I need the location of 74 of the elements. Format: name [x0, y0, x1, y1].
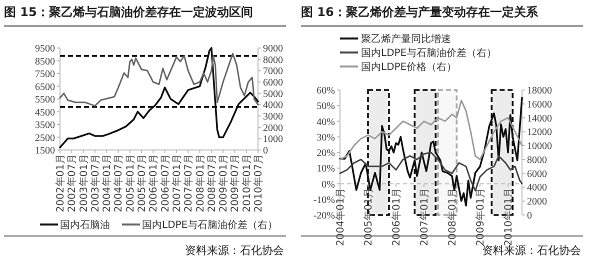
line-series	[339, 100, 523, 160]
y2-tick-label: 4000	[527, 182, 547, 194]
x-tick-label: 2010年01月	[240, 154, 253, 212]
chart-title: 图 16：聚乙烯价差与产量变动存在一定关系	[301, 5, 539, 19]
y-tick-label: 4500	[35, 107, 55, 118]
y-tick-label: 20%	[316, 148, 335, 159]
x-tick-label: 2008年01月	[194, 154, 206, 212]
y-tick-label: 0%	[322, 179, 335, 190]
y2-tick-label: 6000	[263, 78, 283, 88]
x-tick-label: 2002年01月	[54, 154, 66, 212]
y-tick-label: 3500	[35, 120, 55, 131]
x-tick-label: 2009年07月	[229, 154, 242, 212]
y-tick-label: 6500	[35, 82, 55, 93]
x-tick-label: 2006年01月	[148, 154, 160, 212]
x-tick-label: 2003年01月	[78, 154, 90, 212]
y2-tick-label: 12000	[527, 127, 552, 138]
line-series	[339, 152, 523, 192]
y2-tick-label: 8000	[263, 54, 283, 66]
y-tick-label: 1500	[35, 146, 55, 156]
y2-tick-label: 2000	[263, 122, 283, 134]
x-tick-label: 2004年01月	[334, 188, 346, 246]
y-tick-label: 10%	[316, 164, 335, 175]
y2-tick-label: 18000	[527, 86, 552, 96]
x-tick-label: 2005年07月	[136, 154, 148, 212]
x-tick-label: 2003年07月	[89, 154, 102, 212]
x-tick-label: 2009年01月	[218, 154, 230, 212]
y-tick-label: 7500	[35, 69, 55, 80]
y-tick-label: -20%	[313, 210, 335, 222]
y2-tick-label: 9000	[263, 44, 283, 54]
y-tick-label: 2500	[35, 132, 55, 144]
y2-tick-label: 3000	[263, 112, 283, 122]
y-tick-label: 5500	[35, 94, 55, 106]
x-tick-label: 2006年07月	[159, 154, 172, 212]
y-tick-label: -10%	[313, 194, 335, 206]
legend-label: 国内LDPE与石脑油价差（右）	[361, 47, 497, 59]
y-tick-label: 9500	[35, 44, 55, 54]
x-tick-label: 2002年07月	[66, 154, 78, 212]
y2-tick-label: 1000	[263, 134, 283, 146]
x-tick-label: 2009年01月	[474, 188, 486, 246]
y-tick-label: 8500	[35, 56, 55, 68]
y2-tick-label: 8000	[527, 154, 547, 166]
x-tick-label: 2008年01月	[446, 188, 458, 246]
x-tick-label: 2010年07月	[252, 154, 264, 212]
y-tick-label: 60%	[316, 86, 335, 96]
x-tick-label: 2004年01月	[101, 154, 114, 212]
text: 资料来源：石化协会	[185, 244, 284, 257]
x-tick-label: 2004年07月	[112, 154, 125, 212]
x-tick-label: 2006年01月	[390, 188, 402, 246]
y2-tick-label: 16000	[527, 99, 552, 110]
x-tick-label: 2008年07月	[206, 154, 218, 212]
legend-label: 国内石脑油	[60, 219, 110, 231]
y2-tick-label: 10000	[527, 141, 552, 152]
y2-tick-label: 6000	[527, 168, 547, 180]
y2-tick-label: 7000	[263, 66, 283, 78]
y2-tick-label: 14000	[527, 113, 552, 124]
y2-tick-label: 0	[263, 146, 268, 156]
y2-tick-label: 5000	[263, 88, 283, 100]
legend-label: 国内LDPE价格（右）	[361, 61, 457, 73]
y2-tick-label: 4000	[263, 100, 283, 112]
chart-title: 图 15：聚乙烯与石脑油价差存在一定波动区间	[4, 5, 253, 19]
x-tick-label: 2007年07月	[182, 154, 195, 212]
y2-tick-label: 0	[527, 210, 532, 222]
y-tick-label: 50%	[316, 101, 335, 112]
text: 资料来源：石化协会	[482, 244, 581, 257]
y2-tick-label: 2000	[527, 196, 547, 208]
x-tick-label: 2007年01月	[170, 154, 183, 212]
y-tick-label: 40%	[316, 116, 335, 128]
line-series	[59, 52, 259, 107]
x-tick-label: 2007年01月	[418, 188, 430, 246]
x-tick-label: 2010年01月	[502, 188, 514, 246]
legend-label: 国内LDPE与石脑油价差（右）	[142, 219, 278, 231]
y-tick-label: 30%	[316, 132, 335, 144]
legend-label: 聚乙烯产量同比增速	[361, 33, 451, 45]
x-tick-label: 2005年01月	[124, 154, 136, 212]
